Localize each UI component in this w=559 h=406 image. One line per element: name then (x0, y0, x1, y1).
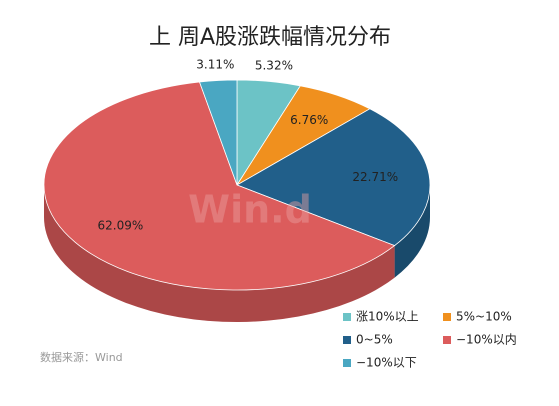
legend-label: −10%以下 (356, 356, 417, 370)
slice (43, 81, 396, 291)
slice-side-shade (44, 185, 395, 322)
data-label: 62.09% (98, 219, 144, 233)
data-label: 6.76% (290, 113, 328, 127)
data-label: 3.11% (196, 57, 234, 71)
slice (236, 108, 431, 247)
legend-swatch (443, 336, 451, 344)
source-note: 数据来源：Wind (40, 350, 123, 364)
watermark: Win.d (188, 188, 312, 232)
legend-swatch (343, 336, 351, 344)
data-label: 22.71% (352, 170, 398, 184)
pie: 5.32% 6.76% 22.71% 62.09% 3.11% (43, 57, 431, 322)
slice-side (44, 185, 395, 322)
slice-side-shade (394, 185, 430, 278)
legend-label: 5%~10% (456, 310, 512, 324)
data-label: 5.32% (255, 58, 293, 72)
slice (198, 79, 238, 186)
legend-swatch (343, 359, 351, 367)
slice-side (394, 185, 430, 278)
legend-swatch (343, 313, 351, 321)
legend-swatch (443, 313, 451, 321)
legend-label: 涨10%以上 (356, 309, 419, 324)
legend-label: −10%以内 (456, 333, 517, 347)
chart-title: 上 周A股涨跌幅情况分布 (149, 25, 391, 50)
legend: 涨10%以上 5%~10% 0~5% −10%以内 −10%以下 (343, 309, 517, 370)
legend-label: 0~5% (356, 333, 393, 347)
